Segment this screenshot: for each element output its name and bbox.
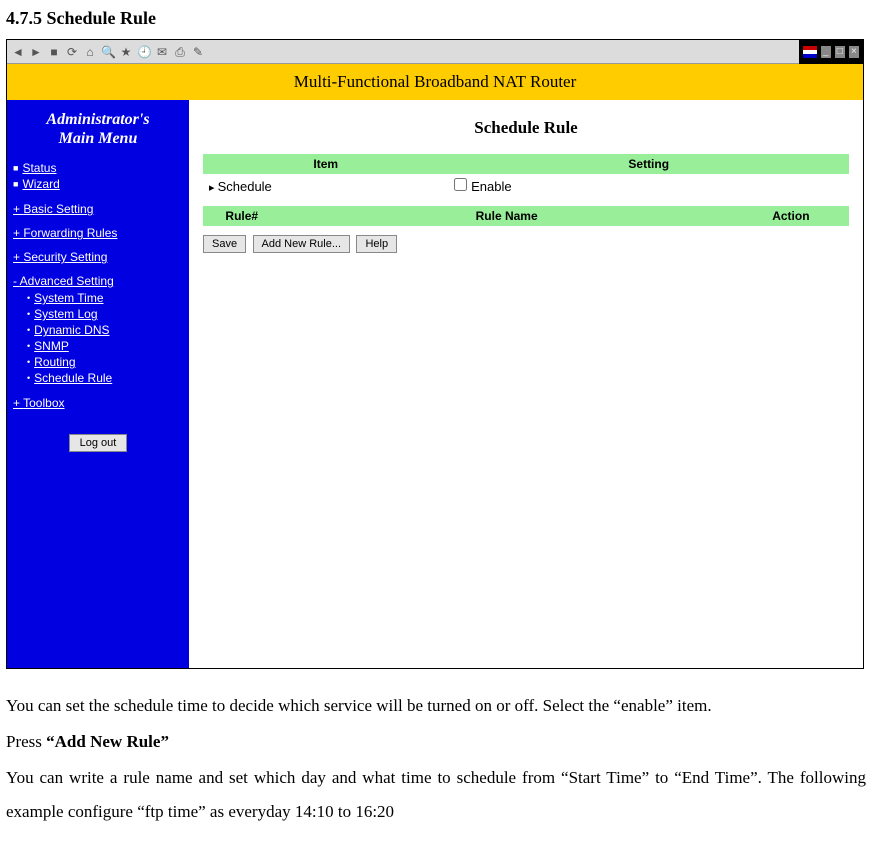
sidebar-item-label: Wizard bbox=[22, 177, 59, 191]
sidebar-group-basic-setting[interactable]: + Basic Setting bbox=[13, 202, 183, 216]
sidebar-item-label: System Log bbox=[34, 307, 97, 321]
sidebar-item-status[interactable]: ■ Status bbox=[13, 160, 183, 176]
sidebar: Administrator's Main Menu ■ Status ■ Wiz… bbox=[7, 100, 189, 668]
add-new-rule-button[interactable]: Add New Rule... bbox=[253, 235, 350, 253]
browser-toolbar: ◄ ► ■ ⟳ ⌂ 🔍 ★ 🕘 ✉ ⎙ ✎ bbox=[7, 40, 863, 64]
sidebar-title-line1: Administrator's bbox=[46, 111, 149, 128]
col-action: Action bbox=[733, 206, 849, 226]
bullet-icon: ■ bbox=[13, 180, 18, 189]
col-ruleno: Rule# bbox=[203, 206, 281, 226]
back-icon[interactable]: ◄ bbox=[11, 45, 25, 59]
bullet-icon: • bbox=[27, 326, 30, 335]
sidebar-group-advanced-setting[interactable]: - Advanced Setting • System Time • System … bbox=[13, 274, 183, 386]
edit-icon[interactable]: ✎ bbox=[191, 45, 205, 59]
group-label: Toolbox bbox=[23, 396, 64, 410]
refresh-icon[interactable]: ⟳ bbox=[65, 45, 79, 59]
schedule-label: Schedule bbox=[203, 174, 448, 198]
bullet-icon: • bbox=[27, 374, 30, 383]
sidebar-item-schedule-rule[interactable]: • Schedule Rule bbox=[27, 370, 183, 386]
group-label: Basic Setting bbox=[23, 202, 93, 216]
sidebar-group-forwarding-rules[interactable]: + Forwarding Rules bbox=[13, 226, 183, 240]
group-label: Security Setting bbox=[23, 250, 107, 264]
enable-checkbox[interactable] bbox=[454, 178, 467, 191]
col-setting: Setting bbox=[448, 154, 849, 174]
page-title: Schedule Rule bbox=[203, 118, 849, 138]
help-button[interactable]: Help bbox=[356, 235, 397, 253]
bullet-icon: • bbox=[27, 358, 30, 367]
sidebar-item-label: SNMP bbox=[34, 339, 69, 353]
sidebar-item-label: Routing bbox=[34, 355, 75, 369]
history-icon[interactable]: 🕘 bbox=[137, 45, 151, 59]
sidebar-item-system-time[interactable]: • System Time bbox=[27, 290, 183, 306]
sidebar-group-security-setting[interactable]: + Security Setting bbox=[13, 250, 183, 264]
sidebar-item-label: Schedule Rule bbox=[34, 371, 112, 385]
sidebar-item-routing[interactable]: • Routing bbox=[27, 354, 183, 370]
logout-button[interactable]: Log out bbox=[69, 434, 128, 452]
close-icon[interactable]: × bbox=[849, 46, 859, 58]
doc-para-2-prefix: Press bbox=[6, 732, 46, 751]
sidebar-group-toolbox[interactable]: + Toolbox bbox=[13, 396, 183, 410]
window-controls: _ □ × bbox=[799, 40, 863, 64]
group-prefix: - bbox=[13, 274, 20, 288]
rules-table: Rule# Rule Name Action bbox=[203, 206, 849, 226]
group-label: Forwarding Rules bbox=[23, 226, 117, 240]
col-item: Item bbox=[203, 154, 448, 174]
print-icon[interactable]: ⎙ bbox=[173, 45, 187, 59]
favorites-icon[interactable]: ★ bbox=[119, 45, 133, 59]
bullet-icon: ■ bbox=[13, 164, 18, 173]
save-button[interactable]: Save bbox=[203, 235, 246, 253]
router-screenshot: ◄ ► ■ ⟳ ⌂ 🔍 ★ 🕘 ✉ ⎙ ✎ _ □ × Multi-Functi… bbox=[6, 39, 864, 669]
bullet-icon: • bbox=[27, 310, 30, 319]
button-row: Save Add New Rule... Help bbox=[203, 234, 849, 253]
sidebar-item-label: Dynamic DNS bbox=[34, 323, 109, 337]
app-banner: Multi-Functional Broadband NAT Router bbox=[7, 64, 863, 100]
sidebar-item-wizard[interactable]: ■ Wizard bbox=[13, 176, 183, 192]
bullet-icon: • bbox=[27, 294, 30, 303]
minimize-icon[interactable]: _ bbox=[821, 46, 831, 58]
doc-section-heading: 4.7.5 Schedule Rule bbox=[0, 0, 872, 39]
sidebar-item-dynamic-dns[interactable]: • Dynamic DNS bbox=[27, 322, 183, 338]
sidebar-item-snmp[interactable]: • SNMP bbox=[27, 338, 183, 354]
forward-icon[interactable]: ► bbox=[29, 45, 43, 59]
sidebar-title: Administrator's Main Menu bbox=[13, 110, 183, 148]
enable-label: Enable bbox=[471, 179, 511, 194]
mail-icon[interactable]: ✉ bbox=[155, 45, 169, 59]
search-icon[interactable]: 🔍 bbox=[101, 45, 115, 59]
flag-icon bbox=[803, 46, 817, 58]
doc-para-2: Press “Add New Rule” bbox=[6, 725, 866, 759]
doc-para-3: You can write a rule name and set which … bbox=[6, 761, 866, 829]
sidebar-title-line2: Main Menu bbox=[59, 130, 138, 147]
content-panel: Schedule Rule Item Setting Schedule Enab… bbox=[189, 100, 863, 668]
col-rulename: Rule Name bbox=[281, 206, 733, 226]
sidebar-item-label: Status bbox=[22, 161, 56, 175]
sidebar-item-label: System Time bbox=[34, 291, 103, 305]
schedule-row: Schedule Enable bbox=[203, 174, 849, 198]
group-prefix: + bbox=[13, 202, 23, 216]
sidebar-item-system-log[interactable]: • System Log bbox=[27, 306, 183, 322]
group-prefix: + bbox=[13, 396, 23, 410]
group-prefix: + bbox=[13, 250, 23, 264]
stop-icon[interactable]: ■ bbox=[47, 45, 61, 59]
doc-para-2-bold: “Add New Rule” bbox=[46, 732, 169, 751]
item-setting-table: Item Setting Schedule Enable bbox=[203, 154, 849, 198]
doc-para-1: You can set the schedule time to decide … bbox=[6, 689, 866, 723]
doc-body-text: You can set the schedule time to decide … bbox=[0, 669, 872, 837]
group-prefix: + bbox=[13, 226, 23, 240]
maximize-icon[interactable]: □ bbox=[835, 46, 845, 58]
home-icon[interactable]: ⌂ bbox=[83, 45, 97, 59]
group-label: Advanced Setting bbox=[20, 274, 114, 288]
bullet-icon: • bbox=[27, 342, 30, 351]
